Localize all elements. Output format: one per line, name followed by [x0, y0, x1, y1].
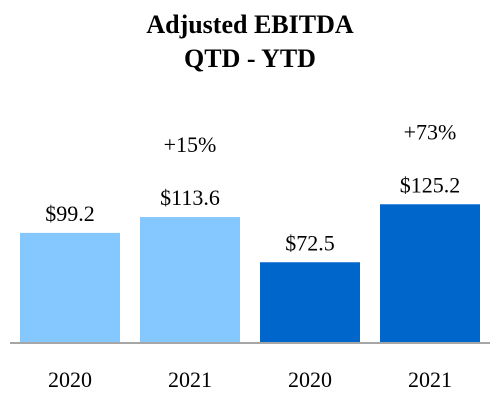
bar-3 — [260, 262, 360, 342]
bar-4 — [380, 204, 480, 342]
bar-1 — [20, 232, 120, 342]
chart-title: Adjusted EBITDA — [146, 10, 354, 39]
category-label-1: 2020 — [48, 367, 92, 392]
value-label-3: $72.5 — [285, 230, 335, 255]
category-label-3: 2020 — [288, 367, 332, 392]
category-label-4: 2021 — [408, 367, 452, 392]
value-label-2: $113.6 — [160, 185, 220, 210]
category-label-2: 2021 — [168, 367, 212, 392]
value-label-1: $99.2 — [45, 201, 95, 226]
change-label-2: +73% — [404, 119, 457, 144]
bar-2 — [140, 217, 240, 342]
chart-title-block: Adjusted EBITDA QTD - YTD — [0, 8, 500, 76]
chart-subtitle: QTD - YTD — [184, 44, 316, 73]
change-label-1: +15% — [164, 132, 217, 157]
value-label-4: $125.2 — [400, 172, 461, 197]
